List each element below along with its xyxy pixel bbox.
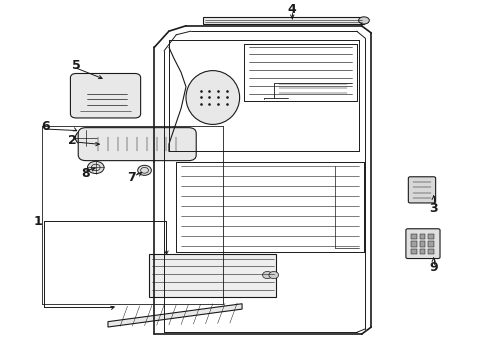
Circle shape bbox=[268, 271, 278, 279]
FancyBboxPatch shape bbox=[78, 128, 196, 161]
FancyBboxPatch shape bbox=[405, 229, 439, 258]
Text: 7: 7 bbox=[127, 171, 136, 184]
FancyBboxPatch shape bbox=[407, 177, 435, 203]
Ellipse shape bbox=[185, 71, 239, 125]
Bar bbox=[427, 249, 433, 254]
Circle shape bbox=[138, 165, 151, 175]
Text: 5: 5 bbox=[72, 59, 81, 72]
Bar bbox=[410, 234, 416, 239]
Bar bbox=[419, 241, 425, 247]
Circle shape bbox=[87, 161, 104, 174]
Text: 1: 1 bbox=[34, 215, 42, 228]
Text: 3: 3 bbox=[428, 202, 437, 215]
FancyBboxPatch shape bbox=[70, 73, 141, 118]
Text: 4: 4 bbox=[287, 3, 296, 16]
Bar bbox=[149, 253, 276, 297]
Bar bbox=[419, 234, 425, 239]
Text: 6: 6 bbox=[41, 120, 50, 133]
Text: 8: 8 bbox=[81, 167, 90, 180]
Bar bbox=[410, 249, 416, 254]
Text: 9: 9 bbox=[428, 261, 437, 274]
Bar bbox=[419, 249, 425, 254]
Text: 2: 2 bbox=[68, 134, 77, 147]
Circle shape bbox=[262, 271, 272, 279]
Bar bbox=[427, 234, 433, 239]
Bar bbox=[410, 241, 416, 247]
Polygon shape bbox=[108, 304, 242, 327]
Circle shape bbox=[75, 130, 97, 145]
Bar bbox=[203, 17, 363, 24]
Ellipse shape bbox=[358, 17, 368, 24]
Bar bbox=[427, 241, 433, 247]
